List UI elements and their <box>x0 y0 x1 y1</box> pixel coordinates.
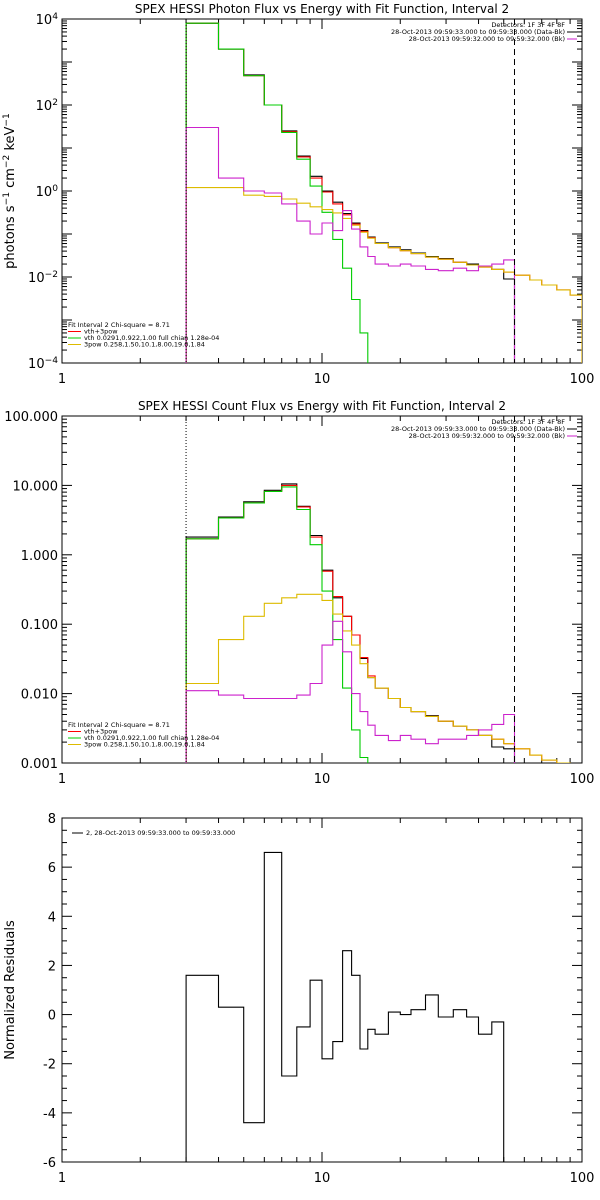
series-group <box>185 22 582 363</box>
chart-panel-2: SPEX HESSI Count Flux vs Energy with Fit… <box>4 399 594 787</box>
x-tick-label: 10 <box>314 772 331 787</box>
chart-panel-1: SPEX HESSI Photon Flux vs Energy with Fi… <box>2 2 594 387</box>
chart-title: SPEX HESSI Count Flux vs Energy with Fit… <box>138 399 506 413</box>
series-group <box>185 851 516 1162</box>
legend-entry: vth+3pow <box>84 728 118 736</box>
y-tick-label: 0.001 <box>21 757 58 772</box>
x-tick-label: 100 <box>570 372 595 387</box>
legend-bottom-left: Fit Interval 2 Chi-square = 8.71vth+3pow… <box>68 321 219 349</box>
y-tick-label: 0.100 <box>21 618 58 633</box>
series-bk <box>185 126 516 363</box>
y-tick-label: 100 <box>36 184 59 200</box>
legend-entry: vth 0.0291,0.922,1.00 full chian 1.28e-0… <box>84 734 219 742</box>
y-tick-label: -6 <box>43 1156 56 1171</box>
legend-entry: 28-Oct-2013 09:59:32.000 to 09:59:32.000… <box>409 432 565 440</box>
legend-entry: Fit Interval 2 Chi-square = 8.71 <box>68 721 170 729</box>
x-tick-label: 10 <box>314 1171 331 1186</box>
y-tick-label: 104 <box>36 12 59 28</box>
y-tick-label: 2 <box>48 959 56 974</box>
series-3pow <box>185 593 571 763</box>
y-tick-label: 1.000 <box>21 549 58 564</box>
series-3pow <box>185 187 582 363</box>
series-vth <box>185 486 369 763</box>
x-tick-label: 1 <box>58 372 66 387</box>
y-tick-label: 0 <box>48 1009 56 1024</box>
legend-entry: 3pow 0.258,1.50,10.1,8.00,19.0,1.84 <box>84 741 205 749</box>
x-tick-label: 1 <box>58 772 66 787</box>
legend-entry: Detectors: 1F 3F 4F 8F <box>491 418 565 426</box>
legend-entry: 28-Oct-2013 09:59:33.000 to 09:59:33.000… <box>391 425 565 433</box>
y-tick-label: 10.000 <box>13 479 59 494</box>
x-tick-label: 10 <box>314 372 331 387</box>
y-tick-label: -2 <box>43 1058 56 1073</box>
series-bk <box>185 620 516 763</box>
y-axis-label: Normalized Residuals <box>3 920 18 1060</box>
series-vth-3pow <box>185 484 571 763</box>
x-tick-label: 100 <box>570 772 595 787</box>
legend-entry: Fit Interval 2 Chi-square = 8.71 <box>68 321 170 329</box>
y-tick-label: 10−4 <box>28 356 58 372</box>
y-tick-label: 8 <box>48 812 56 827</box>
series-vth <box>185 22 369 363</box>
y-tick-label: 6 <box>48 861 56 876</box>
legend-entry: 28-Oct-2013 09:59:32.000 to 09:59:32.000… <box>409 35 565 43</box>
y-tick-label: 102 <box>36 98 58 114</box>
series-2-28-oct-2013-09-59-33-000-to-09-59-33-000 <box>185 851 516 1162</box>
x-tick-label: 100 <box>570 1171 595 1186</box>
y-tick-label: 100.000 <box>4 410 58 425</box>
y-tick-label: 10−2 <box>28 270 58 286</box>
y-axis-label: photons s−1 cm−2 keV−1 <box>2 113 18 269</box>
legend-bottom-left: Fit Interval 2 Chi-square = 8.71vth+3pow… <box>68 721 219 749</box>
legend-entry: 3pow 0.258,1.50,10.1,8.00,19.0,1.84 <box>84 341 205 349</box>
series-data-bk <box>185 22 516 363</box>
series-group <box>185 483 571 763</box>
legend-entry: vth+3pow <box>84 328 118 336</box>
y-tick-label: 4 <box>48 910 56 925</box>
y-tick-label: -4 <box>43 1107 56 1122</box>
legend-entry: 28-Oct-2013 09:59:33.000 to 09:59:33.000… <box>391 28 565 36</box>
legend-entry: 2, 28-Oct-2013 09:59:33.000 to 09:59:33.… <box>86 829 235 837</box>
chart-title: SPEX HESSI Photon Flux vs Energy with Fi… <box>135 2 509 16</box>
legend-top-left: 2, 28-Oct-2013 09:59:33.000 to 09:59:33.… <box>72 829 235 837</box>
legend-entry: Detectors: 1F 3F 4F 8F <box>491 21 565 29</box>
x-tick-label: 1 <box>58 1171 66 1186</box>
legend-entry: vth 0.0291,0.922,1.00 full chian 1.28e-0… <box>84 334 219 342</box>
y-tick-label: 0.010 <box>21 688 58 703</box>
chart-panel-3: 1 10 100 -6 -4 -2 0 2 4 6 8 Normalized Residuals 2, … <box>3 812 595 1186</box>
